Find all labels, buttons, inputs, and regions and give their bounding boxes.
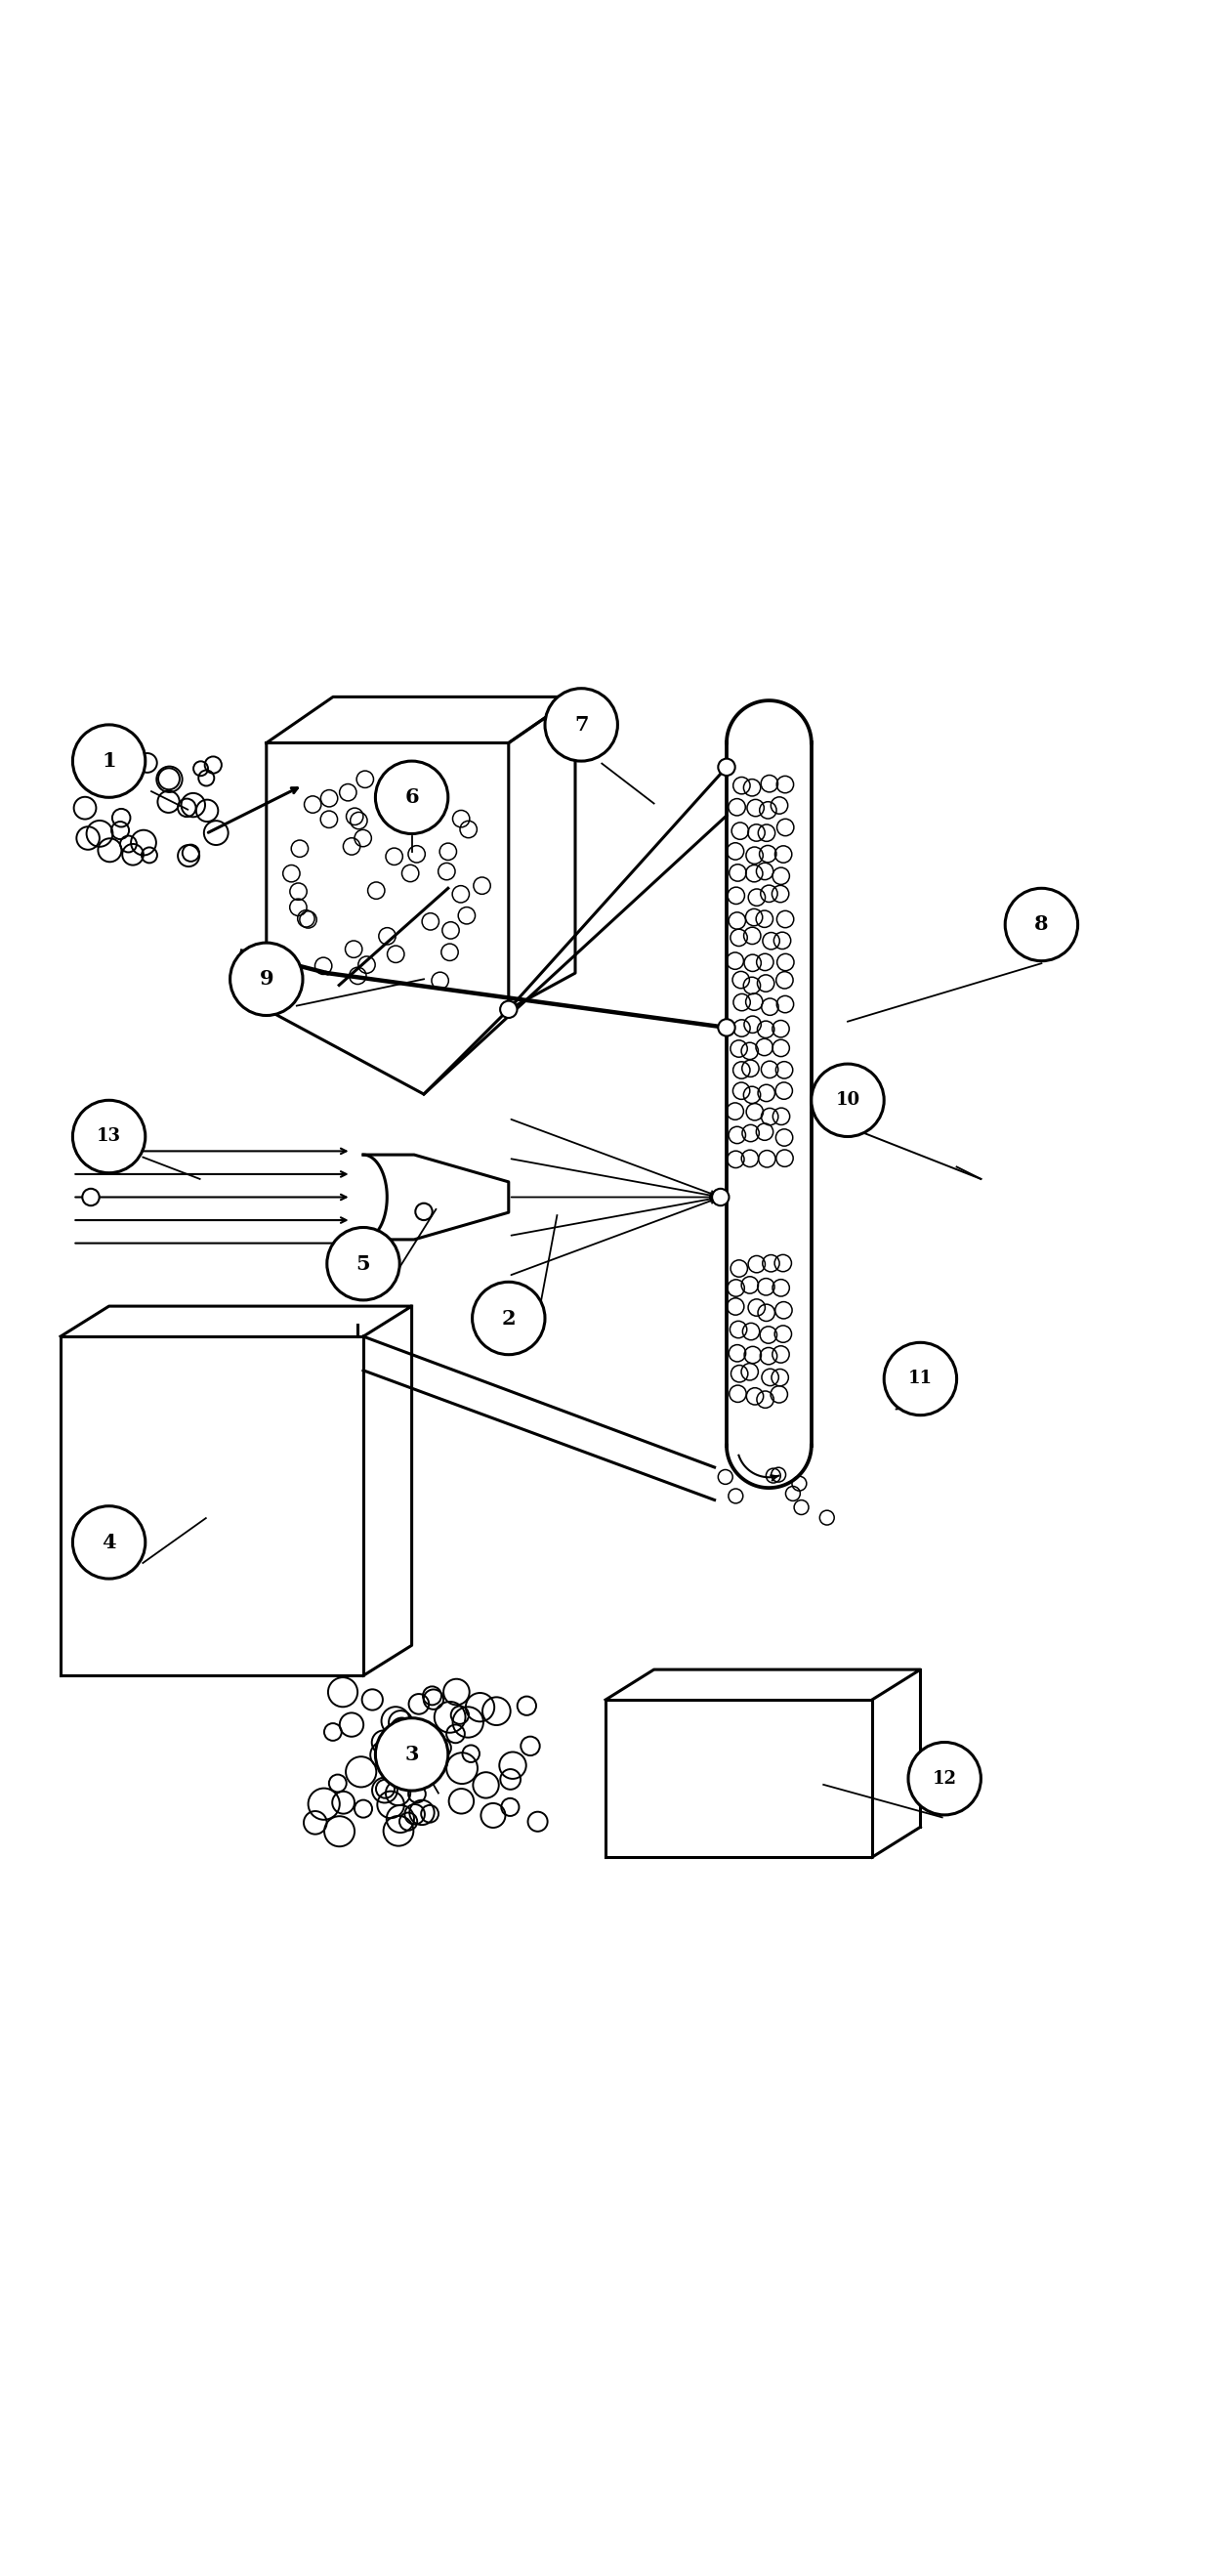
- Circle shape: [375, 1718, 448, 1790]
- Circle shape: [1005, 889, 1078, 961]
- Circle shape: [415, 1203, 432, 1221]
- Circle shape: [718, 1020, 735, 1036]
- Text: 13: 13: [97, 1128, 121, 1146]
- Circle shape: [73, 724, 145, 799]
- Circle shape: [375, 760, 448, 835]
- Text: 5: 5: [356, 1255, 371, 1273]
- Circle shape: [472, 1283, 545, 1355]
- Text: 6: 6: [404, 788, 419, 806]
- Text: 3: 3: [404, 1744, 419, 1765]
- Text: 8: 8: [1034, 914, 1049, 935]
- Circle shape: [73, 1507, 145, 1579]
- Circle shape: [712, 1188, 729, 1206]
- Text: 7: 7: [574, 716, 589, 734]
- Text: 12: 12: [932, 1770, 957, 1788]
- Text: 9: 9: [259, 969, 274, 989]
- Circle shape: [230, 943, 303, 1015]
- Text: 11: 11: [908, 1370, 932, 1388]
- Circle shape: [718, 760, 735, 775]
- Circle shape: [811, 1064, 884, 1136]
- Circle shape: [73, 1100, 145, 1172]
- Text: 4: 4: [102, 1533, 116, 1553]
- Circle shape: [545, 688, 618, 760]
- Circle shape: [82, 1188, 99, 1206]
- Circle shape: [500, 1002, 517, 1018]
- Circle shape: [908, 1741, 981, 1816]
- Text: 10: 10: [836, 1092, 860, 1110]
- Text: 1: 1: [102, 752, 116, 770]
- Circle shape: [884, 1342, 957, 1414]
- Text: 2: 2: [501, 1309, 516, 1329]
- Circle shape: [327, 1226, 400, 1301]
